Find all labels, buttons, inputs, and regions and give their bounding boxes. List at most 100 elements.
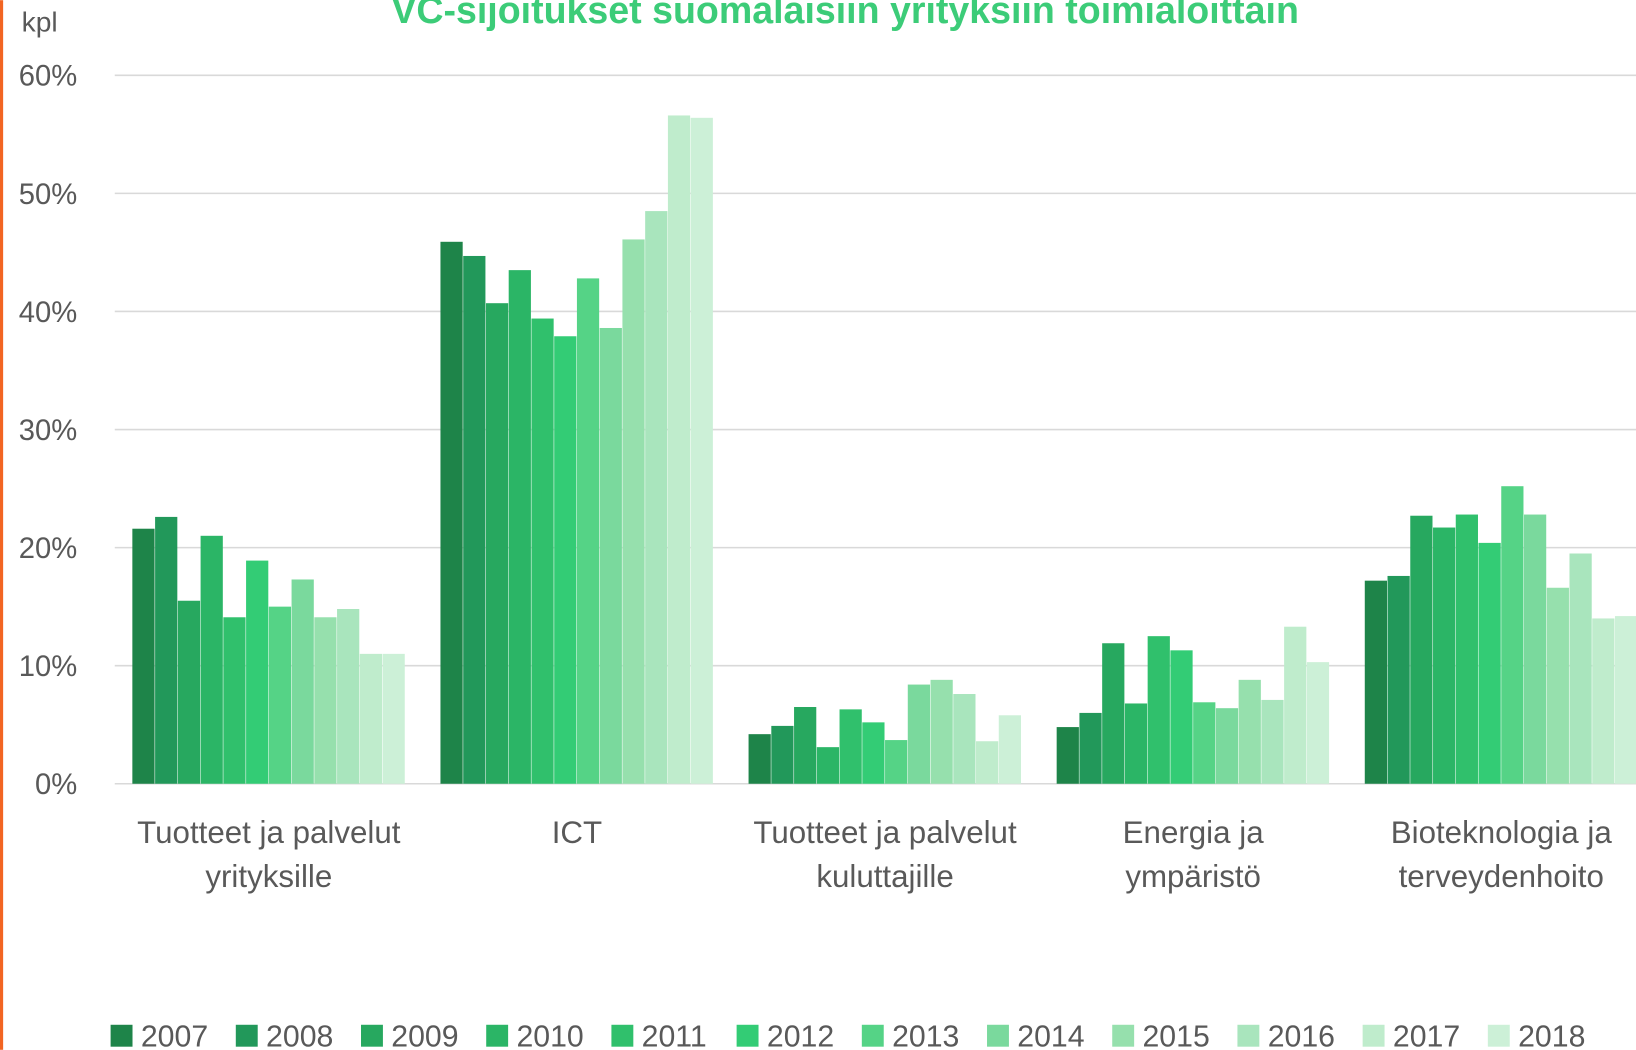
x-tick-label: ICT bbox=[552, 815, 602, 850]
legend-swatch bbox=[611, 1024, 634, 1047]
legend-swatch bbox=[861, 1024, 884, 1047]
legend-label: 2017 bbox=[1393, 1021, 1460, 1050]
legend-swatch bbox=[1112, 1024, 1135, 1047]
bar bbox=[667, 115, 691, 784]
bar bbox=[200, 535, 223, 784]
bar bbox=[622, 239, 645, 784]
legend-label: 2012 bbox=[767, 1021, 834, 1050]
bar bbox=[314, 617, 337, 784]
bar bbox=[531, 318, 554, 784]
legend-swatch bbox=[486, 1024, 509, 1047]
bar bbox=[930, 679, 953, 784]
bar bbox=[839, 709, 862, 784]
bar bbox=[1215, 708, 1239, 784]
bar bbox=[1193, 702, 1216, 784]
side-bar bbox=[0, 0, 4, 1050]
y-tick-label: 10% bbox=[19, 651, 77, 683]
bar bbox=[382, 653, 405, 784]
legend-swatch bbox=[235, 1024, 258, 1047]
bar bbox=[246, 560, 269, 784]
legend-swatch bbox=[1237, 1024, 1260, 1047]
bar bbox=[155, 516, 178, 784]
bar bbox=[1056, 727, 1079, 784]
legend-swatch bbox=[1487, 1024, 1510, 1047]
bar bbox=[268, 606, 292, 784]
legend-label: 2007 bbox=[141, 1021, 208, 1050]
y-tick-label: 60% bbox=[19, 61, 77, 93]
chart-title: VC-sijoitukset suomalaisiin yrityksiin t… bbox=[391, 0, 1299, 31]
bar bbox=[907, 684, 931, 784]
bar bbox=[485, 303, 509, 784]
legend-swatch bbox=[361, 1024, 383, 1047]
legend-label: 2016 bbox=[1268, 1021, 1335, 1050]
legend-label: 2014 bbox=[1017, 1021, 1084, 1050]
bar bbox=[1238, 679, 1261, 784]
y-tick-label: 20% bbox=[19, 533, 77, 565]
bar bbox=[1614, 616, 1636, 784]
legend-label: 2013 bbox=[892, 1021, 959, 1050]
bar bbox=[599, 327, 622, 784]
bar bbox=[1170, 650, 1193, 784]
bar bbox=[1455, 514, 1478, 784]
bar bbox=[1569, 553, 1592, 784]
bar bbox=[1147, 636, 1170, 784]
bar bbox=[862, 722, 885, 784]
y-tick-label: 50% bbox=[19, 179, 77, 211]
bar bbox=[998, 715, 1021, 784]
y-axis-label: kpl bbox=[22, 5, 58, 37]
bar bbox=[463, 255, 486, 784]
x-tick-label: Energia ja ympäristö bbox=[1123, 815, 1265, 894]
bar bbox=[1592, 618, 1615, 784]
bar bbox=[885, 740, 908, 784]
legend-label: 2011 bbox=[642, 1021, 707, 1050]
bar bbox=[576, 278, 600, 784]
bar bbox=[132, 528, 155, 784]
y-tick-label: 30% bbox=[19, 415, 77, 447]
x-tick-label: Bioteknologia ja terveydenhoito bbox=[1391, 815, 1613, 894]
bar bbox=[748, 734, 771, 784]
bar bbox=[1387, 575, 1410, 784]
x-tick-label: Tuotteet ja palvelut kuluttajille bbox=[753, 815, 1017, 894]
bar bbox=[1523, 514, 1547, 784]
bar bbox=[1079, 712, 1102, 784]
bar bbox=[794, 707, 817, 784]
bar bbox=[554, 336, 577, 784]
legend-label: 2009 bbox=[391, 1021, 458, 1050]
bar bbox=[440, 241, 463, 784]
legend-label: 2015 bbox=[1142, 1021, 1209, 1050]
bar bbox=[1433, 527, 1456, 784]
y-tick-label: 40% bbox=[19, 297, 77, 329]
bar bbox=[177, 600, 201, 784]
bar bbox=[1410, 515, 1433, 784]
bar bbox=[1261, 699, 1284, 784]
legend-swatch bbox=[110, 1024, 133, 1047]
bar bbox=[291, 579, 314, 784]
bar bbox=[359, 653, 383, 784]
bar bbox=[1102, 643, 1125, 784]
bar bbox=[771, 725, 794, 784]
bar bbox=[1478, 542, 1501, 784]
bar bbox=[690, 117, 713, 784]
bar bbox=[1284, 626, 1307, 784]
bar bbox=[1501, 486, 1524, 784]
y-tick-label: 0% bbox=[35, 769, 77, 801]
bar bbox=[508, 270, 531, 784]
bar bbox=[1546, 587, 1569, 784]
bar bbox=[1306, 662, 1330, 784]
x-tick-label: Tuotteet ja palvelut yrityksille bbox=[137, 815, 401, 894]
bar bbox=[1364, 580, 1388, 784]
legend-swatch bbox=[1362, 1024, 1385, 1047]
bar bbox=[816, 747, 840, 784]
legend-label: 2018 bbox=[1518, 1021, 1585, 1050]
legend-label: 2010 bbox=[516, 1021, 583, 1050]
bar bbox=[1124, 703, 1148, 784]
bar bbox=[337, 609, 360, 784]
bar bbox=[645, 211, 668, 784]
bar bbox=[976, 741, 999, 784]
legend-label: 2008 bbox=[266, 1021, 333, 1050]
legend-swatch bbox=[736, 1024, 759, 1047]
bar bbox=[223, 617, 246, 784]
legend-swatch bbox=[987, 1024, 1009, 1047]
bar bbox=[953, 694, 976, 784]
